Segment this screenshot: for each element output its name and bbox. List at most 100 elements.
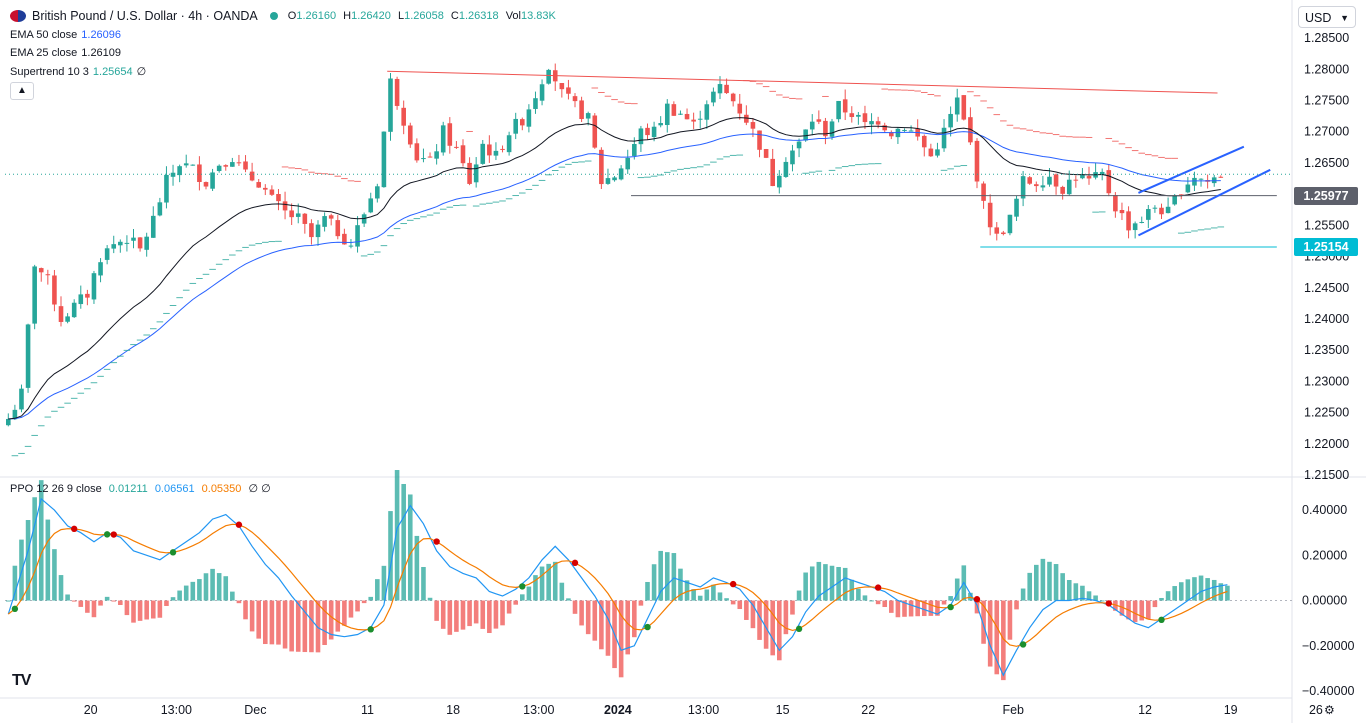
candle-body <box>85 293 90 298</box>
tradingview-logo-icon[interactable]: TV <box>12 672 31 689</box>
ppo-hist-bar <box>658 550 663 601</box>
candle-body <box>579 100 584 120</box>
chevron-down-icon: ▼ <box>1340 13 1349 23</box>
candle-body <box>849 113 855 118</box>
trend-line-channel-upper <box>1138 145 1245 194</box>
ppo-hist-bar <box>1218 583 1224 601</box>
candle-body <box>651 126 657 138</box>
candle-body <box>520 119 525 126</box>
ppo-hist-bar <box>131 600 136 623</box>
currency-select[interactable]: USD ▼ <box>1298 6 1356 28</box>
ppo-hist-bar <box>249 600 255 632</box>
market-open-icon <box>269 12 278 20</box>
gear-icon[interactable]: ⚙ <box>1324 703 1335 717</box>
price-tick-label: 1.27000 <box>1304 125 1349 139</box>
price-tick-label: 1.21500 <box>1304 468 1349 482</box>
candle-body <box>6 418 11 426</box>
ppo-hist-bar <box>460 600 466 630</box>
ppo-hist-bar <box>664 552 670 601</box>
candle-body <box>1047 176 1052 185</box>
collapse-legend-button[interactable]: ▲ <box>10 82 34 100</box>
ppo-cross-dot <box>571 559 579 567</box>
ppo-hist-bar <box>1001 600 1006 681</box>
ppo-hist-bar <box>638 600 644 606</box>
candle-body <box>1152 207 1158 209</box>
candle-body <box>869 121 874 125</box>
time-tick-label: Feb <box>1002 703 1024 717</box>
ohlc-values: O1.26160 H1.26420 L1.26058 C1.26318 Vol1… <box>284 10 556 22</box>
price-tick-label: 1.24500 <box>1304 281 1349 295</box>
candle-body <box>1146 209 1151 220</box>
currency-value: USD <box>1305 11 1332 25</box>
candle-body <box>52 275 57 305</box>
ema25-legend[interactable]: EMA 25 close 1.26109 <box>10 47 121 59</box>
candle-body <box>210 172 215 189</box>
ppo-cross-dot <box>874 584 882 591</box>
ppo-hist-bar <box>757 600 762 640</box>
candle-body <box>440 125 446 153</box>
candle-body <box>65 316 70 322</box>
candle-body <box>750 122 756 129</box>
candle-body <box>177 166 182 176</box>
candle-body <box>889 132 894 137</box>
candle-body <box>987 202 993 228</box>
ppo-hist-bar <box>1080 585 1085 601</box>
ppo-hist-bar <box>704 589 710 601</box>
ppo-hist-bar <box>394 470 400 601</box>
candle-body <box>612 177 617 181</box>
supertrend-hidden-icon: ∅ <box>136 66 147 78</box>
ppo-hist-bar <box>164 600 169 606</box>
ppo-hist-bar <box>875 600 881 605</box>
candle-body <box>737 103 743 114</box>
candle-body <box>823 120 828 137</box>
candle-body <box>493 150 499 156</box>
candle-body <box>401 107 406 126</box>
ppo-hist-bar <box>921 600 927 617</box>
candle-body <box>856 114 861 117</box>
ppo-hist-bar <box>263 600 268 645</box>
candle-body <box>447 123 453 146</box>
ppo-hist-bar <box>6 600 11 602</box>
ppo-hist-bar <box>427 597 433 601</box>
candle-body <box>118 241 123 246</box>
candle-body <box>487 144 492 156</box>
ppo-hist-bar <box>1211 579 1217 601</box>
ppo-legend[interactable]: PPO 12 26 9 close 0.01211 0.06561 0.0535… <box>10 482 271 495</box>
candle-body <box>342 233 347 245</box>
ppo-hist-bar <box>552 561 558 601</box>
candle-body <box>348 245 354 247</box>
ohlc-low-label: L <box>397 10 405 22</box>
candle-body <box>533 98 538 109</box>
ohlc-low-value: 1.26058 <box>404 10 444 22</box>
candle-body <box>480 143 486 164</box>
ohlc-high-value: 1.26420 <box>351 10 391 22</box>
candle-body <box>724 84 729 94</box>
ppo-hist-bar <box>829 565 835 601</box>
ppo-hist-bar <box>526 586 532 601</box>
candle-body <box>355 225 360 247</box>
candle-body <box>38 268 44 273</box>
candle-body <box>948 113 953 128</box>
ppo-hist-bar <box>375 579 380 601</box>
ppo-hist-bar <box>309 600 314 653</box>
ppo-hist-bar <box>928 600 934 616</box>
ppo-cross-dot <box>70 525 78 533</box>
time-tick-label: 18 <box>446 703 460 717</box>
candle-body <box>164 174 169 203</box>
ppo-hidden-icons: ∅ ∅ <box>248 483 271 495</box>
time-tick-label: 13:00 <box>523 703 554 717</box>
candle-body <box>770 158 775 187</box>
candle-body <box>183 163 189 166</box>
ppo-hist-bar <box>52 549 57 601</box>
ppo-hist-bar <box>539 566 545 601</box>
ema50-value: 1.26096 <box>81 29 122 41</box>
ppo-hist-bar <box>355 600 360 612</box>
supertrend-legend[interactable]: Supertrend 10 3 1.25654 ∅ <box>10 65 146 78</box>
ppo-hist-bar <box>684 580 690 601</box>
ema50-legend[interactable]: EMA 50 close 1.26096 <box>10 29 121 41</box>
ppo-hist-bar <box>1198 575 1204 601</box>
ppo-hist-bar <box>862 595 868 601</box>
symbol-title[interactable]: British Pound / U.S. Dollar · 4h · OANDA <box>32 9 258 23</box>
time-tick-label: 2024 <box>604 703 632 717</box>
